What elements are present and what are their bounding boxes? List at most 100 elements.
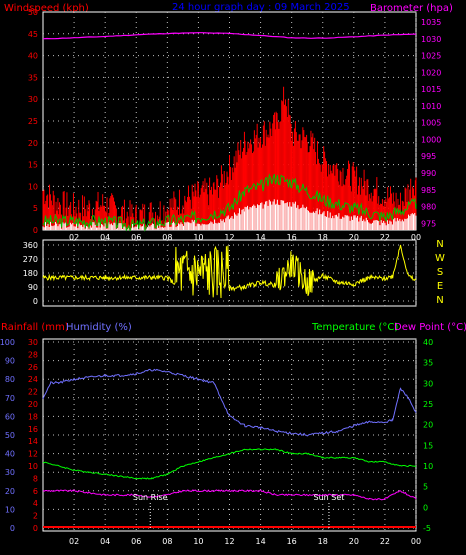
humidity-tick-label: 100 (0, 338, 15, 347)
rainfall-tick-label: 16 (28, 425, 38, 434)
direction-series (42, 244, 417, 299)
humidity-ticks: 0 10 20 30 40 50 60 70 80 90 100 (0, 338, 15, 533)
bottom-hour-label: 20 (349, 537, 359, 546)
legend-humidity: Humidity (%) (66, 322, 132, 333)
rainfall-tick-label: 20 (28, 400, 38, 409)
temperature-line (42, 448, 417, 480)
bottom-hour-ticks: 02 04 06 08 10 12 14 16 18 20 22 00 (69, 537, 421, 546)
barometer-tick-label: 1020 (421, 68, 441, 77)
bottom-hour-label: 12 (224, 537, 234, 546)
direction-tick-label: 90 (28, 283, 38, 292)
barometer-tick-label: 995 (421, 152, 436, 161)
humidity-tick-label: 90 (5, 357, 15, 366)
windspeed-axis-label: Windspeed (kph) (4, 3, 89, 14)
direction-line (42, 244, 417, 299)
top-hour-label: 10 (193, 233, 203, 242)
temperature-tick-label: 5 (423, 483, 428, 492)
temperature-tick-label: 40 (423, 338, 433, 347)
average-wind-line (42, 173, 417, 232)
barometer-tick-label: 980 (421, 203, 436, 212)
rainfall-tick-label: 4 (33, 499, 38, 508)
sun-marker-label: Sun Rise (133, 493, 168, 502)
top-series (42, 32, 417, 232)
windspeed-tick-label: 10 (28, 182, 38, 191)
bottom-hour-label: 00 (411, 537, 421, 546)
rainfall-tick-label: 18 (28, 412, 38, 421)
temperature-ticks: -5 0 5 10 15 20 25 30 35 40 (423, 338, 433, 533)
compass-letter: E (437, 281, 443, 292)
top-hour-label: 02 (69, 233, 79, 242)
temperature-tick-label: 0 (423, 503, 428, 512)
direction-tick-label: 270 (23, 255, 38, 264)
rainfall-tick-label: 8 (33, 474, 38, 483)
temperature-tick-label: 20 (423, 421, 433, 430)
top-hour-label: 04 (100, 233, 110, 242)
temperature-tick-label: 15 (423, 441, 433, 450)
legend-rainfall: Rainfall (mm) (1, 322, 69, 333)
humidity-tick-label: 70 (5, 394, 15, 403)
bottom-hour-label: 08 (162, 537, 172, 546)
humidity-tick-label: 20 (5, 487, 15, 496)
compass-letter: W (435, 253, 445, 264)
barometer-tick-label: 1000 (421, 135, 441, 144)
rainfall-tick-label: 14 (28, 437, 38, 446)
windspeed-tick-label: 35 (28, 73, 38, 82)
direction-tick-label: 180 (23, 269, 38, 278)
top-hour-label: 12 (224, 233, 234, 242)
barometer-tick-label: 1015 (421, 85, 441, 94)
windspeed-tick-label: 45 (28, 30, 38, 39)
temperature-tick-label: -5 (423, 524, 431, 533)
rainfall-tick-label: 22 (28, 388, 38, 397)
top-hour-label: 20 (349, 233, 359, 242)
bottom-series (42, 368, 417, 528)
windspeed-tick-label: 20 (28, 139, 38, 148)
humidity-tick-label: 10 (5, 505, 15, 514)
barometer-tick-label: 1005 (421, 119, 441, 128)
direction-tick-label: 0 (33, 297, 38, 306)
barometer-tick-label: 1035 (421, 18, 441, 27)
windspeed-tick-label: 0 (33, 226, 38, 235)
windspeed-tick-label: 15 (28, 161, 38, 170)
windspeed-tick-label: 40 (28, 52, 38, 61)
legend-dewpoint: Dew Point (°C) (394, 322, 466, 333)
barometer-tick-label: 1025 (421, 52, 441, 61)
humidity-line (42, 368, 417, 437)
top-hour-label: 16 (287, 233, 297, 242)
top-hour-label: 08 (162, 233, 172, 242)
temperature-tick-label: 30 (423, 379, 433, 388)
sun-marker-label: Sun Set (314, 493, 345, 502)
rainfall-tick-label: 26 (28, 363, 38, 372)
dewpoint-line (42, 489, 417, 501)
windspeed-ticks: 0 5 10 15 20 25 30 35 40 45 50 (28, 8, 38, 235)
bottom-hour-label: 02 (69, 537, 79, 546)
top-hour-label: 18 (318, 233, 328, 242)
humidity-tick-label: 40 (5, 450, 15, 459)
top-hour-label: 22 (380, 233, 390, 242)
wind-baro-panel: Windspeed (kph) 24 hour graph day : 09 M… (4, 2, 453, 242)
top-hour-label: 00 (411, 233, 421, 242)
direction-grid (43, 240, 417, 306)
humidity-tick-label: 80 (5, 375, 15, 384)
temperature-tick-label: 25 (423, 400, 433, 409)
rainfall-tick-label: 12 (28, 450, 38, 459)
compass-letter: N (436, 239, 443, 250)
temperature-tick-label: 10 (423, 462, 433, 471)
barometer-axis-label: Barometer (hpa) (370, 3, 453, 14)
rainfall-tick-label: 10 (28, 462, 38, 471)
rainfall-tick-label: 6 (33, 487, 38, 496)
top-hour-label: 14 (255, 233, 265, 242)
bottom-hour-label: 14 (255, 537, 265, 546)
bottom-hour-label: 18 (318, 537, 328, 546)
legend-temperature: Temperature (°C) (311, 322, 398, 333)
bottom-hour-label: 16 (287, 537, 297, 546)
top-hour-ticks: 02 04 06 08 10 12 14 16 18 20 22 00 (69, 233, 421, 242)
barometer-tick-label: 1010 (421, 102, 441, 111)
barometer-tick-label: 1030 (421, 35, 441, 44)
direction-ticks: 0 90 180 270 360 (23, 241, 38, 306)
temp-hum-panel: Rainfall (mm) Humidity (%) Temperature (… (0, 322, 466, 546)
windspeed-tick-label: 25 (28, 117, 38, 126)
